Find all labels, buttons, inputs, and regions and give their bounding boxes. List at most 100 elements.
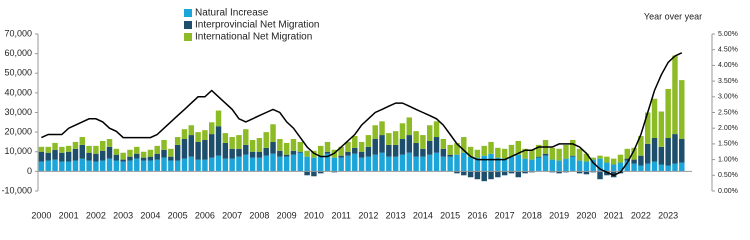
- bar-segment: [488, 141, 494, 154]
- bar-segment: [461, 137, 467, 153]
- legend-swatch: [184, 33, 192, 41]
- bar-segment: [277, 138, 283, 151]
- bar-segment: [338, 155, 344, 158]
- bar-segment: [665, 88, 671, 139]
- bar-segment: [515, 154, 522, 172]
- legend-label: Interprovincial Net Migration: [195, 20, 320, 31]
- bar-segment: [161, 139, 167, 150]
- bar-segment: [392, 144, 399, 157]
- bar-segment: [168, 148, 174, 157]
- x-tick-label: 2014: [413, 210, 433, 220]
- bar-segment: [317, 171, 324, 174]
- x-tick-label: 2016: [467, 210, 487, 220]
- bar-segment: [345, 151, 351, 156]
- bar-segment: [181, 138, 188, 159]
- bar-segment: [72, 160, 79, 172]
- bar-segment: [195, 141, 201, 160]
- bar-segment: [426, 154, 433, 172]
- bar-segment: [38, 151, 45, 162]
- bar-segment: [215, 126, 222, 156]
- y2-tick-label: 0.50%: [718, 172, 738, 179]
- bar-segment: [45, 146, 51, 153]
- bar-segment: [72, 141, 79, 149]
- y-tick-label: 60,000: [4, 48, 32, 58]
- bar-segment: [338, 146, 344, 156]
- bar-segment: [535, 144, 542, 157]
- bar-segment: [508, 171, 515, 174]
- bar-segment: [392, 131, 399, 145]
- bar-segment: [113, 154, 120, 161]
- bar-segment: [638, 136, 644, 156]
- bar-segment: [79, 144, 86, 159]
- bar-segment: [461, 171, 467, 176]
- bar-segment: [610, 164, 617, 172]
- bar-segment: [99, 140, 106, 151]
- bar-segment: [45, 152, 51, 161]
- bar-segment: [202, 139, 208, 160]
- bar-segment: [161, 149, 167, 158]
- bar-segment: [324, 151, 331, 154]
- bar-segment: [304, 171, 310, 176]
- bar-segment: [317, 145, 324, 156]
- bar-segment: [38, 161, 45, 172]
- bar-segment: [52, 159, 58, 172]
- bar-segment: [229, 158, 235, 172]
- bar-segment: [644, 112, 651, 144]
- bar-segment: [467, 171, 474, 178]
- bar-segment: [624, 158, 631, 161]
- bar-segment: [120, 161, 126, 172]
- bar-segment: [440, 156, 447, 172]
- bar-segment: [79, 158, 86, 172]
- bar-segment: [270, 141, 276, 154]
- x-tick-label: 2011: [331, 210, 350, 220]
- bar-segment: [331, 157, 338, 172]
- bar-segment: [290, 138, 297, 151]
- bar-segment: [45, 160, 51, 172]
- bar-segment: [181, 158, 188, 172]
- bar-segment: [522, 158, 528, 172]
- x-tick-label: 2010: [304, 210, 324, 220]
- bar-segment: [59, 161, 65, 172]
- bar-segment: [590, 159, 596, 172]
- bar-segment: [617, 154, 624, 163]
- bar-segment: [311, 157, 317, 172]
- bar-segment: [113, 148, 120, 155]
- bar-segment: [222, 142, 229, 159]
- bar-segment: [372, 154, 378, 172]
- bar-segment: [290, 154, 297, 172]
- bar-segment: [665, 165, 671, 172]
- bar-segment: [352, 136, 358, 148]
- bar-segment: [515, 140, 522, 155]
- bar-segment: [610, 171, 617, 178]
- legend-swatch: [184, 21, 192, 29]
- bar-segment: [243, 144, 249, 155]
- bar-segment: [672, 55, 678, 135]
- chart: Year over year -10,000 0 10,000 20,000 30,00…: [1, 8, 738, 221]
- bar-segment: [311, 171, 317, 177]
- bar-segment: [283, 142, 290, 155]
- bar-segment: [65, 161, 72, 172]
- bar-segment: [127, 149, 133, 157]
- bar-segment: [297, 141, 304, 152]
- bar-segment: [658, 146, 665, 165]
- bar-segment: [304, 150, 310, 157]
- x-tick-label: 2020: [576, 210, 596, 220]
- bar-segment: [638, 155, 644, 166]
- y2-tick-label: 1.50%: [718, 141, 738, 148]
- bar-segment: [372, 125, 378, 139]
- bar-segment: [474, 149, 481, 158]
- bar-segment: [604, 156, 610, 163]
- bar-segment: [679, 162, 685, 172]
- bar-segment: [644, 143, 651, 164]
- bar-segment: [283, 156, 290, 172]
- bar-segment: [277, 150, 283, 157]
- bar-segment: [154, 159, 160, 172]
- bar-segment: [576, 148, 583, 161]
- bar-segment: [134, 158, 140, 172]
- bar-segment: [93, 161, 99, 172]
- bar-segment: [672, 163, 678, 172]
- bar-segment: [236, 148, 242, 157]
- x-tick-label: 2001: [59, 210, 79, 220]
- bar-segment: [127, 160, 133, 172]
- bar-segment: [638, 165, 644, 172]
